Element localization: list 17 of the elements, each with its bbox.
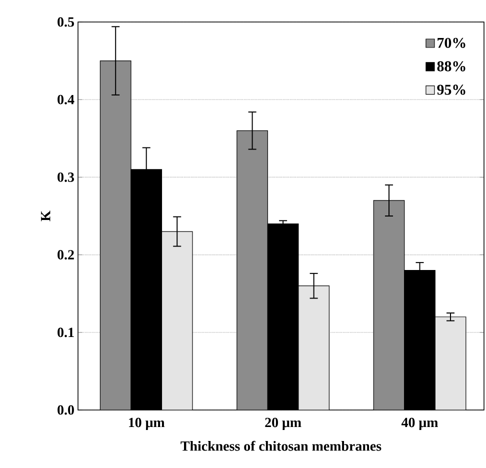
y-tick-label: 0.2 bbox=[58, 250, 74, 260]
legend-label: 95% bbox=[437, 84, 466, 95]
x-tick-label: 20 μm bbox=[265, 418, 302, 430]
y-tick-label: 0.1 bbox=[58, 328, 74, 338]
y-tick-label: 0.5 bbox=[58, 17, 74, 27]
x-tick-label: 40 μm bbox=[401, 418, 438, 430]
bar bbox=[298, 286, 330, 410]
bar bbox=[161, 231, 193, 410]
bar bbox=[434, 316, 466, 410]
y-tick-label: 0.4 bbox=[58, 94, 74, 104]
y-axis-title: K bbox=[41, 210, 50, 222]
x-tick-label: 10 μm bbox=[128, 418, 165, 430]
y-tick-label: 0.3 bbox=[58, 172, 74, 182]
legend-label: 88% bbox=[437, 61, 466, 72]
x-axis-title: Thickness of chitosan membranes bbox=[180, 440, 382, 451]
y-tick-label: 0.0 bbox=[58, 405, 74, 415]
legend-label: 70% bbox=[438, 38, 466, 48]
